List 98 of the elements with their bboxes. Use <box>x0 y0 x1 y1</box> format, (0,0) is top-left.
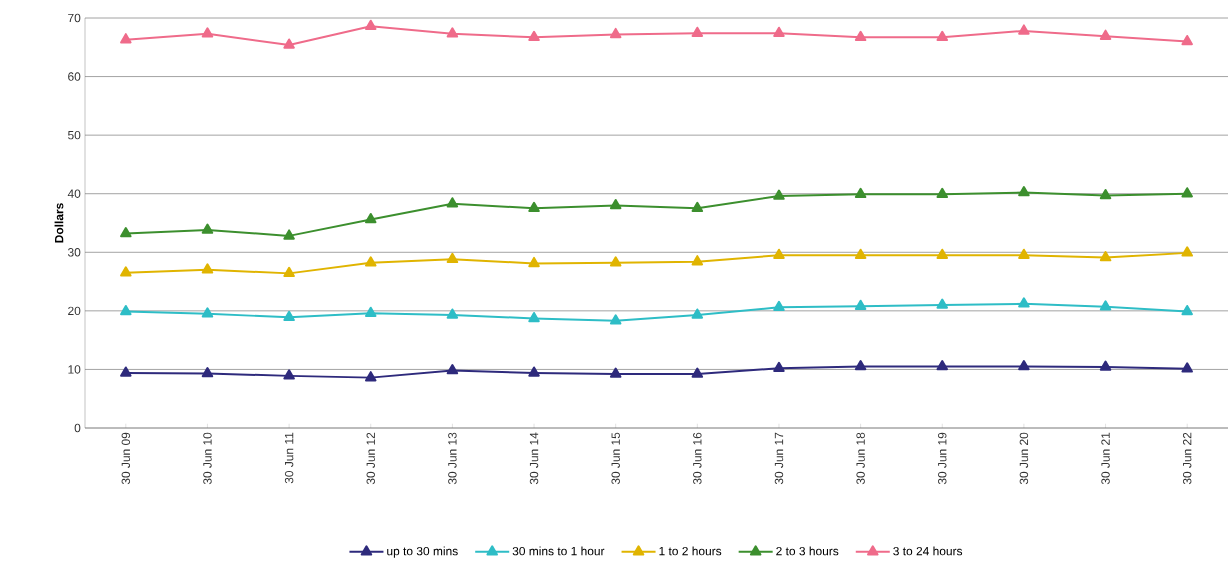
legend-label: 1 to 2 hours <box>659 546 722 556</box>
x-tick-label: 30 Jun 18 <box>856 432 865 485</box>
point <box>1181 187 1193 198</box>
point <box>936 30 949 42</box>
x-tick-label: 30 Jun 15 <box>611 432 620 485</box>
point <box>120 227 132 238</box>
point <box>936 187 949 199</box>
y-axis-title: Dollars <box>54 203 64 243</box>
point <box>364 19 377 30</box>
y-tick-label: 0 <box>74 423 81 433</box>
legend-label: 2 to 3 hours <box>776 546 839 556</box>
point <box>691 26 704 37</box>
legend-label: 3 to 24 hours <box>893 546 963 556</box>
point <box>201 307 214 318</box>
point <box>773 300 785 312</box>
point <box>936 248 949 259</box>
point <box>1181 304 1193 316</box>
point <box>854 248 867 259</box>
point <box>283 38 295 49</box>
x-tick-label: 30 Jun 16 <box>693 432 702 485</box>
point <box>528 256 540 268</box>
point <box>609 367 622 378</box>
point <box>283 266 295 278</box>
y-tick-label: 20 <box>68 306 81 316</box>
point <box>1099 300 1112 311</box>
point <box>120 266 132 277</box>
point <box>528 201 540 213</box>
point <box>446 27 459 38</box>
point <box>201 223 214 234</box>
y-tick-label: 50 <box>68 130 81 140</box>
point <box>528 30 540 42</box>
x-tick-label: 30 Jun 22 <box>1182 432 1192 485</box>
point <box>283 310 295 322</box>
point <box>283 229 295 240</box>
point <box>1018 248 1030 259</box>
y-tick-label: 10 <box>68 365 81 374</box>
point <box>691 255 704 266</box>
point <box>364 256 377 267</box>
legend-label: up to 30 mins <box>387 546 458 558</box>
point <box>528 311 540 323</box>
x-tick-label: 30 Jun 12 <box>366 432 375 485</box>
point <box>446 197 459 208</box>
point <box>201 263 214 274</box>
x-tick-label: 30 Jun 11 <box>284 432 294 484</box>
point <box>609 27 622 39</box>
point <box>609 198 622 210</box>
point <box>446 308 459 319</box>
point <box>854 30 867 42</box>
legend-label: 30 mins to 1 hour <box>512 546 605 556</box>
point <box>1181 34 1193 46</box>
point <box>1099 29 1112 40</box>
point <box>201 367 214 378</box>
point <box>364 371 377 382</box>
point <box>936 360 949 371</box>
x-tick-label: 30 Jun 10 <box>203 432 212 485</box>
y-tick-label: 30 <box>67 248 81 257</box>
point <box>609 314 622 325</box>
point <box>773 189 785 200</box>
x-tick-label: 30 Jun 19 <box>938 432 947 485</box>
point <box>691 367 704 378</box>
point <box>283 369 295 380</box>
x-tick-label: 30 Jun 09 <box>121 432 131 485</box>
point <box>201 27 214 38</box>
x-tick-label: 30 Jun 21 <box>1101 432 1110 485</box>
point <box>773 248 785 259</box>
x-tick-label: 30 Jun 14 <box>529 432 539 485</box>
x-tick-label: 30 Jun 20 <box>1019 432 1029 485</box>
point <box>1018 360 1030 371</box>
point <box>446 364 459 375</box>
point <box>1099 360 1112 371</box>
point <box>773 361 785 373</box>
point <box>854 299 867 310</box>
point <box>854 187 867 199</box>
point <box>609 256 622 267</box>
point <box>1099 251 1112 262</box>
y-tick-label: 40 <box>67 189 81 198</box>
point <box>364 306 377 317</box>
x-tick-label: 30 Jun 13 <box>448 432 457 485</box>
point <box>1018 297 1030 308</box>
point <box>120 33 132 44</box>
point <box>936 298 949 309</box>
point <box>854 360 867 371</box>
point <box>1181 246 1193 257</box>
point <box>691 201 704 213</box>
point <box>120 304 132 316</box>
y-tick-label: 60 <box>68 72 81 81</box>
point <box>1018 186 1030 197</box>
point <box>691 308 704 319</box>
point <box>364 212 377 224</box>
point <box>528 366 540 377</box>
y-tick-label: 70 <box>68 13 81 23</box>
point <box>773 26 785 37</box>
x-tick-label: 30 Jun 17 <box>774 432 784 485</box>
point <box>120 366 132 377</box>
point <box>446 252 459 264</box>
point <box>1099 188 1112 200</box>
point <box>1018 24 1030 35</box>
point <box>1181 362 1193 373</box>
